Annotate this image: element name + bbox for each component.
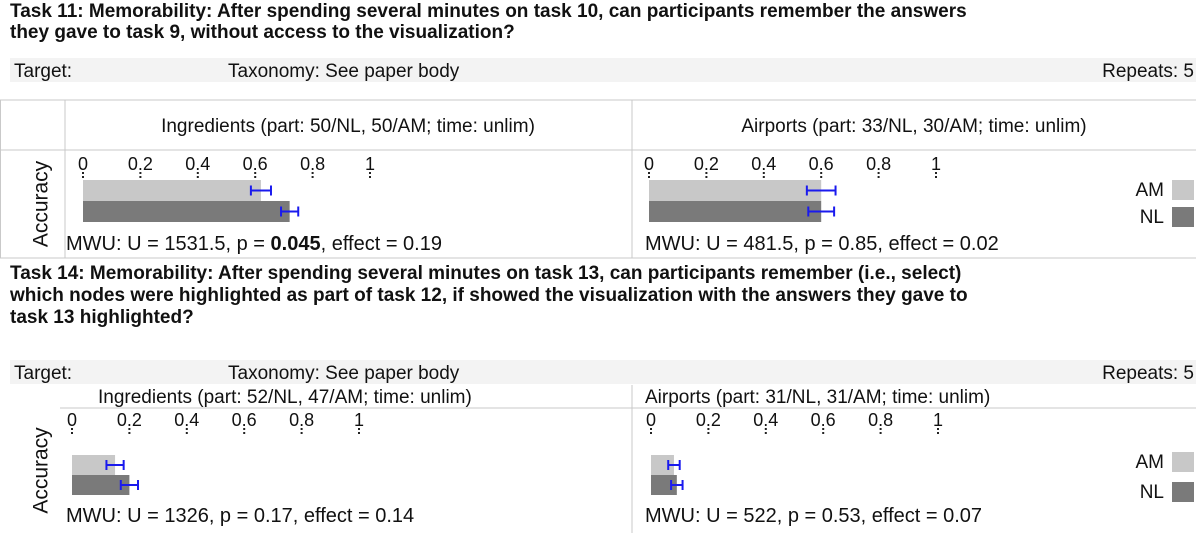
task-title: Task 14: Memorability: After spending se… [10, 263, 961, 284]
legend-label: NL [1140, 482, 1164, 503]
bar [72, 475, 130, 495]
row-label: Accuracy [30, 160, 53, 247]
stats: MWU: U = 1531.5, p = 0.045, effect = 0.1… [66, 233, 442, 255]
panel-header: Airports (part: 31/NL, 31/AM; time: unli… [645, 387, 990, 408]
tick-label: 0 [644, 154, 654, 174]
stats-part: 0.045 [271, 233, 321, 255]
error-bar [807, 206, 836, 217]
taxonomy: Taxonomy: See paper body [228, 363, 460, 384]
tick-label: 0.2 [696, 410, 721, 430]
stats-part: , effect = 0.19 [321, 233, 442, 255]
tick-label: 1 [931, 154, 941, 174]
error-bar [119, 480, 140, 490]
tick-label: 0.2 [128, 154, 153, 174]
bar [649, 180, 822, 201]
error-bar [249, 185, 272, 196]
row-label: Accuracy [30, 427, 53, 514]
task-title: which nodes were highlighted as part of … [9, 285, 968, 306]
error-bar [670, 480, 684, 490]
error-bar [280, 206, 300, 217]
tick-label: 0.6 [232, 410, 257, 430]
panel-header: Airports (part: 33/NL, 30/AM; time: unli… [741, 116, 1086, 137]
tick-label: 0.6 [243, 154, 268, 174]
bar [72, 455, 116, 475]
tick-label: 0.4 [185, 154, 210, 174]
repeats: Repeats: 5 [1102, 363, 1194, 384]
tick-label: 1 [354, 410, 364, 430]
tick-label: 0.8 [868, 410, 893, 430]
taxonomy: Taxonomy: See paper body [228, 61, 460, 82]
bar [649, 201, 822, 222]
task-title: they gave to task 9, without access to t… [10, 22, 515, 43]
legend-swatch [1172, 180, 1194, 200]
target-label: Target: [14, 61, 72, 82]
tick-label: 0 [78, 154, 88, 174]
tick-label: 0.4 [751, 154, 776, 174]
error-bar [805, 185, 837, 196]
tick-label: 0.8 [300, 154, 325, 174]
tick-label: 1 [933, 410, 943, 430]
tick-label: 0.2 [117, 410, 142, 430]
stats-part: MWU: U = 1531.5, p = [66, 233, 271, 255]
legend-label: AM [1136, 452, 1165, 473]
bar [83, 180, 261, 201]
repeats: Repeats: 5 [1102, 61, 1194, 82]
legend-swatch [1172, 482, 1194, 502]
stats-part: MWU: U = 522, p = 0.53, effect = 0.07 [645, 505, 982, 527]
target-row-bg [10, 58, 1196, 82]
stats-part: MWU: U = 1326, p = 0.17, effect = 0.14 [66, 505, 414, 527]
tick-label: 0.2 [694, 154, 719, 174]
bar [83, 201, 290, 222]
legend-label: AM [1136, 180, 1165, 201]
target-row-bg [10, 360, 1196, 384]
target-label: Target: [14, 363, 72, 384]
tick-label: 1 [365, 154, 375, 174]
tick-label: 0.6 [809, 154, 834, 174]
panel-header: Ingredients (part: 52/NL, 47/AM; time: u… [98, 387, 472, 408]
task-title: task 13 highlighted? [10, 307, 194, 328]
legend-swatch [1172, 207, 1194, 227]
tick-label: 0.8 [289, 410, 314, 430]
legend-label: NL [1140, 207, 1164, 228]
tick-label: 0 [646, 410, 656, 430]
stats: MWU: U = 522, p = 0.53, effect = 0.07 [645, 505, 982, 527]
error-bar [105, 460, 125, 470]
panel-header: Ingredients (part: 50/NL, 50/AM; time: u… [161, 116, 535, 137]
stats: MWU: U = 1326, p = 0.17, effect = 0.14 [66, 505, 414, 527]
legend-swatch [1172, 452, 1194, 472]
tick-label: 0.4 [753, 410, 778, 430]
tick-label: 0.4 [174, 410, 199, 430]
stats-part: MWU: U = 481.5, p = 0.85, effect = 0.02 [645, 233, 999, 255]
tick-label: 0 [67, 410, 77, 430]
stats: MWU: U = 481.5, p = 0.85, effect = 0.02 [645, 233, 999, 255]
error-bar [667, 460, 681, 470]
tick-label: 0.6 [811, 410, 836, 430]
task-title: Task 11: Memorability: After spending se… [10, 1, 967, 22]
tick-label: 0.8 [866, 154, 891, 174]
